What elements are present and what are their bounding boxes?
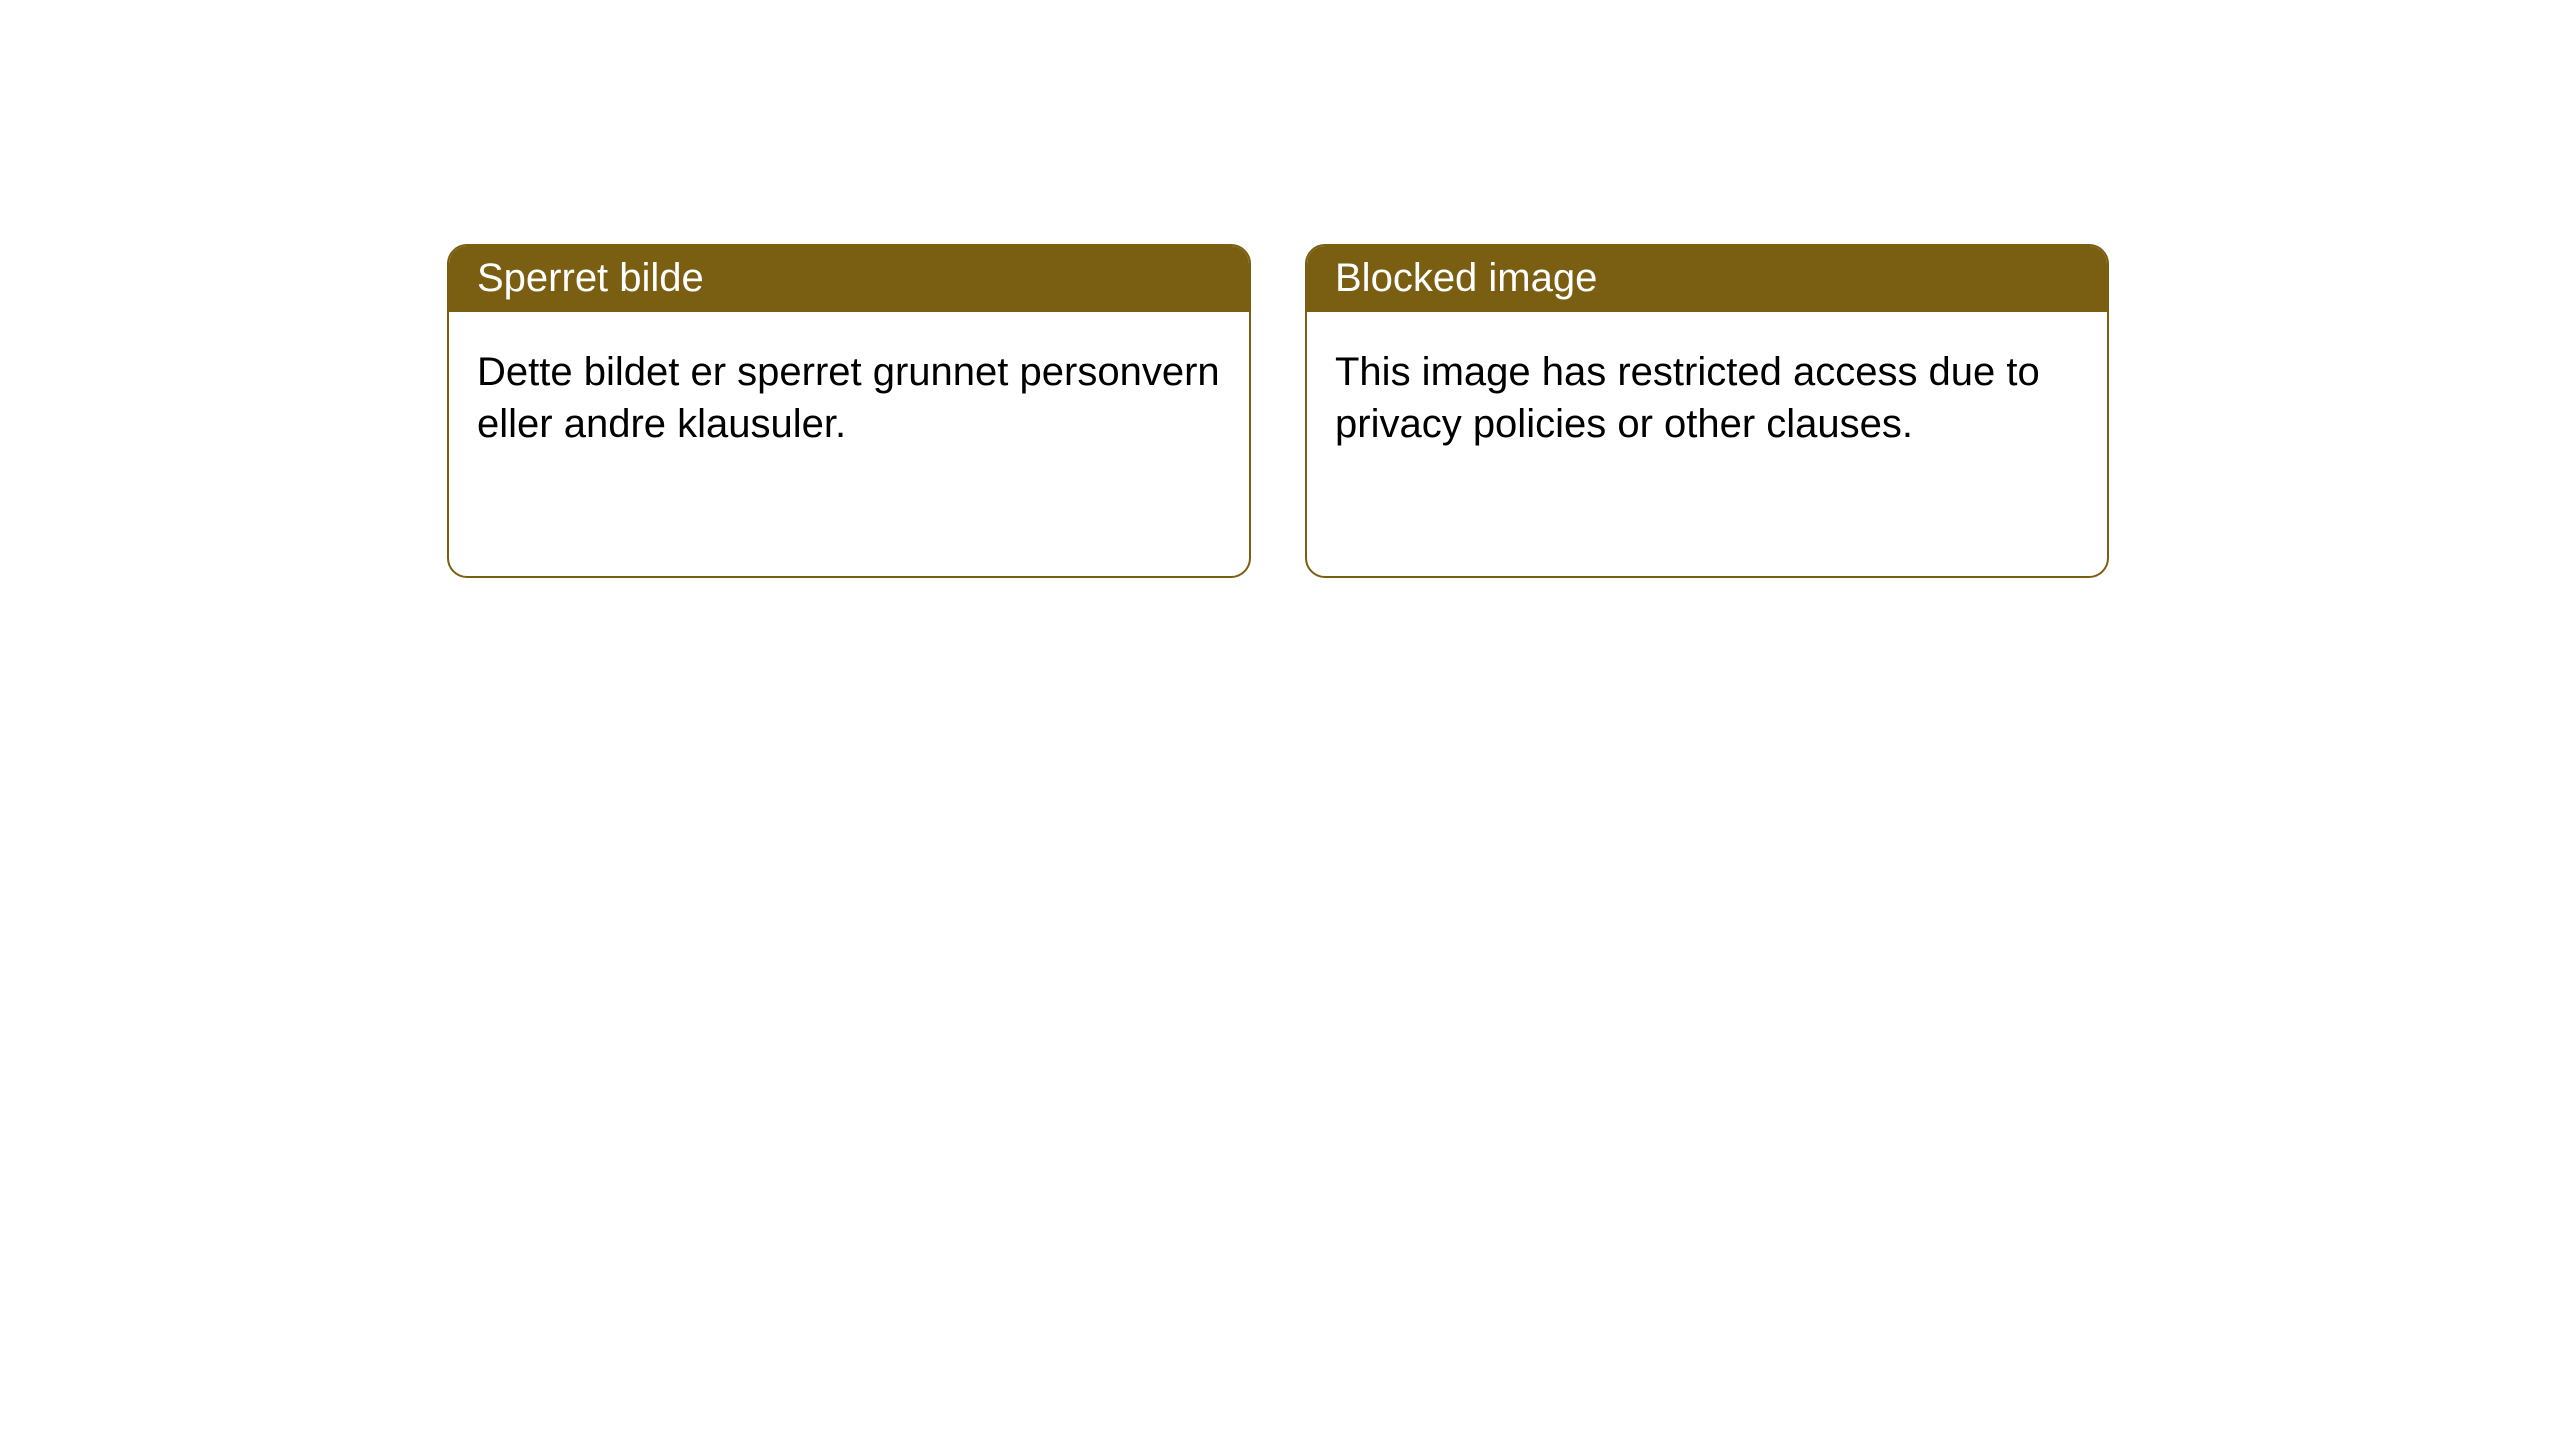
notice-card-body: Dette bildet er sperret grunnet personve… <box>449 312 1249 478</box>
notice-card-title: Sperret bilde <box>449 246 1249 312</box>
notice-card-title: Blocked image <box>1307 246 2107 312</box>
notice-cards-container: Sperret bilde Dette bildet er sperret gr… <box>0 0 2560 578</box>
notice-card-no: Sperret bilde Dette bildet er sperret gr… <box>447 244 1251 578</box>
notice-card-en: Blocked image This image has restricted … <box>1305 244 2109 578</box>
notice-card-body: This image has restricted access due to … <box>1307 312 2107 478</box>
